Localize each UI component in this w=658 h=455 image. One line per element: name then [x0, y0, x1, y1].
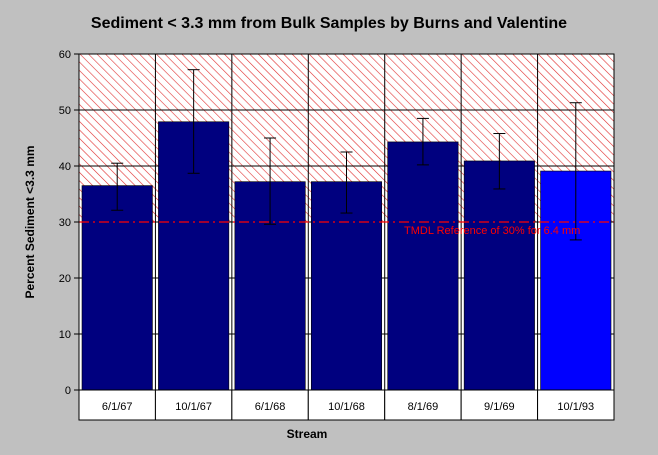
- x-tick-label: 10/1/93: [557, 401, 594, 413]
- x-tick-label: 10/1/67: [175, 401, 212, 413]
- y-axis: 0 10 20 30 40 50 60: [59, 49, 79, 397]
- x-tick-box: [460, 389, 539, 421]
- x-axis: 6/1/67 10/1/67 6/1/68 10/1/68 8/1/69 9/1/69 10…: [78, 389, 615, 421]
- bars-layer: [81, 69, 612, 391]
- x-tick-box: [154, 389, 233, 421]
- x-tick-label: 10/1/68: [328, 401, 365, 413]
- x-tick-label: 8/1/69: [408, 401, 439, 413]
- x-tick-box: [307, 389, 386, 421]
- y-tick-label: 40: [59, 161, 71, 173]
- x-tick-box: [537, 389, 615, 421]
- reference-layer: TMDL Reference of 30% for 6.4 mm: [79, 221, 614, 237]
- y-tick-label: 30: [59, 217, 71, 229]
- x-tick-box: [384, 389, 462, 421]
- y-tick-label: 60: [59, 49, 71, 61]
- reference-line-label: TMDL Reference of 30% for 6.4 mm: [404, 225, 580, 237]
- x-axis-label: Stream: [287, 427, 328, 441]
- bar: [81, 185, 153, 391]
- x-tick-label: 6/1/68: [255, 401, 286, 413]
- x-tick-label: 6/1/67: [102, 401, 133, 413]
- y-tick-label: 20: [59, 273, 71, 285]
- y-tick-label: 10: [59, 329, 71, 341]
- y-tick-label: 0: [65, 385, 71, 397]
- x-tick-box: [78, 389, 156, 421]
- bar: [463, 160, 535, 391]
- y-axis-label: Percent Sediment <3.3 mm: [23, 145, 37, 298]
- chart-title: Sediment < 3.3 mm from Bulk Samples by B…: [91, 15, 567, 32]
- y-tick-label: 50: [59, 105, 71, 117]
- bar: [387, 141, 459, 391]
- x-tick-label: 9/1/69: [484, 401, 515, 413]
